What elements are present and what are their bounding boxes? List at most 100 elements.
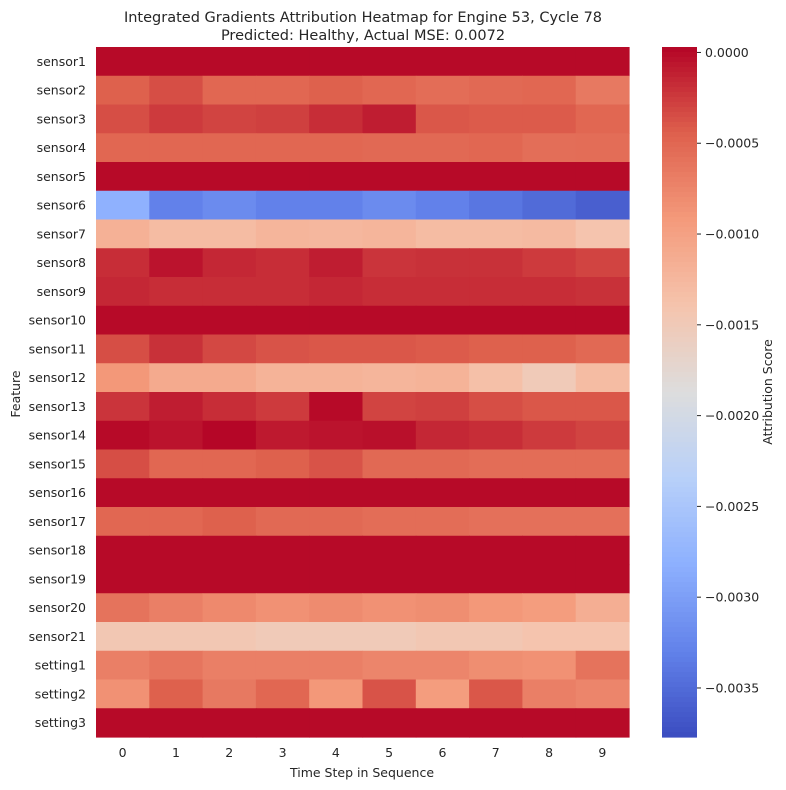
heatmap-cell <box>522 535 577 566</box>
heatmap-cell <box>255 507 310 537</box>
colorbar-segment <box>662 347 697 353</box>
heatmap-cell <box>575 248 630 278</box>
heatmap-cell <box>202 593 257 623</box>
colorbar-segment <box>662 572 697 578</box>
heatmap-cell <box>96 334 150 364</box>
colorbar-segment <box>662 127 697 133</box>
colorbar-segment <box>662 257 697 263</box>
colorbar-segment <box>662 652 697 658</box>
colorbar-segment <box>662 387 697 393</box>
colorbar-label: Attribution Score <box>760 339 775 445</box>
heatmap-cell <box>362 679 417 709</box>
colorbar-segment <box>662 182 697 188</box>
heatmap-cell <box>96 478 150 508</box>
colorbar-segment <box>662 397 697 403</box>
heatmap-cell <box>202 363 257 393</box>
heatmap-cell <box>415 420 470 451</box>
heatmap-cell <box>575 593 630 623</box>
heatmap-cell <box>202 420 257 451</box>
heatmap-cell <box>149 277 204 307</box>
heatmap-cell <box>522 133 577 163</box>
heatmap-cell <box>202 133 257 163</box>
y-tick-label: sensor12 <box>29 370 86 385</box>
heatmap-cell <box>202 507 257 537</box>
heatmap-cell <box>469 334 523 364</box>
heatmap-cell <box>96 277 150 307</box>
colorbar-segment <box>662 177 697 183</box>
colorbar-segment <box>662 552 697 558</box>
heatmap-cell <box>522 650 577 681</box>
colorbar-segment <box>662 457 697 463</box>
heatmap-cell <box>575 219 630 249</box>
x-tick-label: 7 <box>492 745 500 760</box>
colorbar-segment <box>662 172 697 178</box>
heatmap-cell <box>202 162 257 192</box>
heatmap-cell <box>309 679 364 709</box>
heatmap-cell <box>96 535 150 566</box>
heatmap-cell <box>255 478 310 508</box>
heatmap-cell <box>415 535 470 566</box>
heatmap-cell <box>362 622 417 652</box>
heatmap-cell <box>415 478 470 508</box>
colorbar-segment <box>662 322 697 328</box>
heatmap-cell <box>96 190 150 221</box>
heatmap-cell <box>522 334 577 364</box>
y-tick-label: sensor13 <box>29 399 86 414</box>
heatmap-cell <box>522 47 577 77</box>
colorbar-segment <box>662 137 697 143</box>
heatmap-cell <box>362 277 417 307</box>
heatmap-cell <box>415 650 470 681</box>
heatmap-cell <box>255 219 310 249</box>
heatmap-cell <box>469 104 523 134</box>
heatmap-cell <box>575 363 630 393</box>
colorbar-segment <box>662 707 697 713</box>
colorbar-segment <box>662 597 697 603</box>
colorbar-segment <box>662 147 697 153</box>
colorbar-segment <box>662 272 697 278</box>
y-tick-label: setting3 <box>35 715 86 730</box>
heatmap-cell <box>202 277 257 307</box>
heatmap-cell <box>202 75 257 106</box>
heatmap-cell <box>309 420 364 451</box>
colorbar-segment <box>662 577 697 583</box>
heatmap-cell <box>415 507 470 537</box>
heatmap-cell <box>96 449 150 479</box>
heatmap-cell <box>149 392 204 422</box>
heatmap-cell <box>575 392 630 422</box>
colorbar-segment <box>662 252 697 258</box>
heatmap-cell <box>575 334 630 364</box>
colorbar-segment <box>662 692 697 698</box>
heatmap-cell <box>522 622 577 652</box>
y-tick-label: sensor5 <box>37 169 86 184</box>
colorbar-segment <box>662 377 697 383</box>
heatmap-cell <box>96 564 150 594</box>
heatmap-cell <box>575 708 630 738</box>
colorbar-segment <box>662 292 697 298</box>
colorbar-segment <box>662 402 697 408</box>
heatmap-cell <box>469 708 523 738</box>
y-tick-label: sensor10 <box>29 313 86 328</box>
colorbar-segment <box>662 242 697 248</box>
heatmap-cell <box>415 449 470 479</box>
colorbar-segment <box>662 407 697 413</box>
colorbar-segment <box>662 682 697 688</box>
heatmap-cell <box>96 219 150 249</box>
heatmap-cell <box>362 363 417 393</box>
heatmap-cell <box>202 104 257 134</box>
heatmap-cell <box>309 363 364 393</box>
colorbar-segment <box>662 297 697 303</box>
colorbar-segment <box>662 162 697 168</box>
heatmap-cell <box>522 162 577 192</box>
colorbar-segment <box>662 642 697 648</box>
colorbar-segment <box>662 667 697 673</box>
colorbar-segment <box>662 657 697 663</box>
heatmap-cell <box>255 277 310 307</box>
heatmap-cell <box>149 449 204 479</box>
heatmap-cell <box>415 47 470 77</box>
colorbar-segment <box>662 542 697 548</box>
heatmap-cell <box>309 162 364 192</box>
colorbar-segment <box>662 412 697 418</box>
heatmap-cell <box>362 507 417 537</box>
colorbar-segment <box>662 447 697 453</box>
heatmap-cell <box>96 47 150 77</box>
